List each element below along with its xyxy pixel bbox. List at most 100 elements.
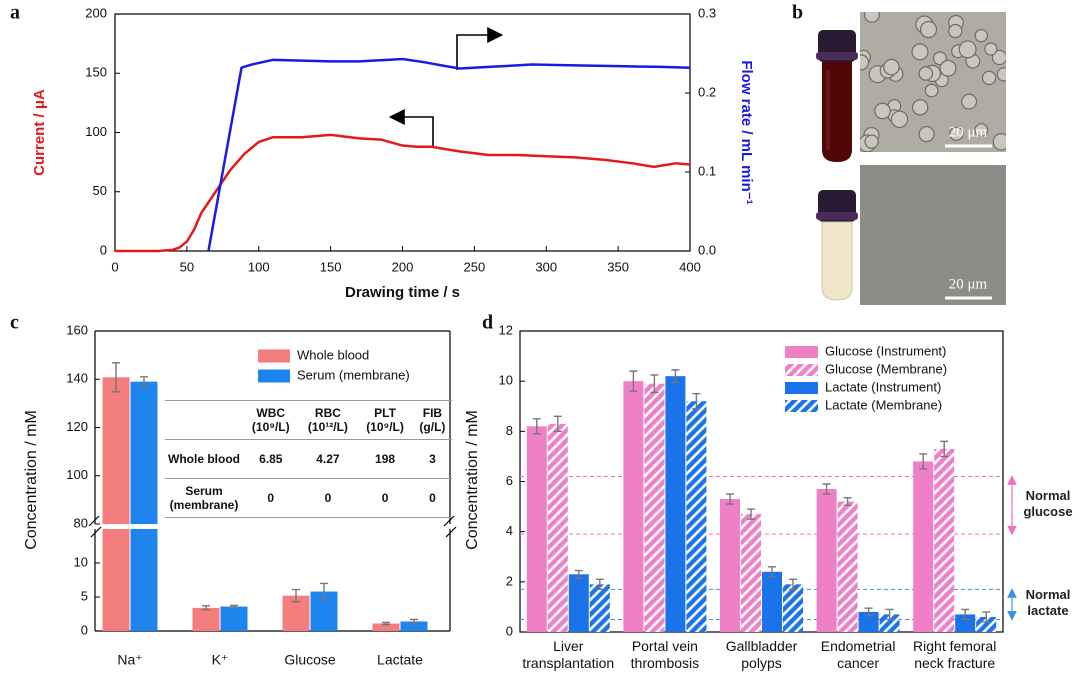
error-bar [692, 393, 701, 410]
cell [984, 42, 998, 56]
x-tick-label: 50 [180, 259, 194, 274]
table-header-cell: FIB (g/L) [412, 400, 452, 440]
column-unit: (g/L) [419, 420, 446, 434]
bar [665, 376, 686, 632]
bar [686, 401, 707, 632]
axis-break [443, 515, 455, 527]
cell [890, 110, 909, 129]
panel-label: c [10, 312, 19, 334]
legend-label: Lactate (Membrane) [825, 397, 942, 412]
bar [400, 621, 428, 631]
vial-tube [821, 221, 853, 301]
column-name: RBC [314, 406, 341, 420]
x-tick-label: Endometrial cancer [820, 638, 896, 671]
y-tick-label: 4 [506, 523, 513, 538]
cell [883, 58, 900, 76]
error-bar [230, 604, 238, 609]
table-header-row: WBC (10⁹/L) RBC (10¹²/L) PLT (10⁹/L) FIB (g/L) [165, 400, 452, 440]
table-corner [165, 400, 243, 440]
bar [526, 426, 547, 632]
y-axis-title: Concentration / mM [464, 410, 481, 550]
scale-label: 20 μm [949, 124, 988, 140]
cell [981, 70, 997, 86]
table-cell: 0 [243, 478, 299, 518]
column-name: WBC [256, 406, 286, 420]
error-bar [410, 618, 418, 625]
legend-swatch [785, 400, 818, 412]
cell [864, 134, 879, 149]
table-cell: 4.27 [298, 439, 358, 479]
x-tick-label: Portal vein thrombosis [630, 638, 700, 671]
x-tick-label: 0 [111, 259, 118, 274]
legend-swatch [785, 382, 818, 394]
error-bar [940, 440, 949, 458]
bar [976, 616, 997, 632]
table-header-cell: PLT (10⁹/L) [357, 400, 413, 440]
error-bar [202, 605, 210, 611]
y2-tick-label: 0.0 [698, 242, 716, 257]
y-tick-label: 0 [506, 623, 513, 638]
table-cell: 6.85 [243, 439, 299, 479]
error-bar [671, 369, 680, 384]
error-bar [292, 588, 300, 603]
axis-arrow [456, 27, 504, 70]
bar [220, 606, 248, 631]
bar [589, 584, 610, 632]
y-axis-title: Concentration / mM [23, 410, 40, 550]
table-row: Serum (membrane) 0 0 0 0 [165, 478, 452, 518]
bar [568, 574, 589, 632]
cell [874, 102, 891, 120]
axis-break [90, 526, 102, 538]
row-label: Serum (membrane) [165, 478, 243, 518]
y-tick-label: 10 [74, 554, 88, 569]
vial-cap [816, 212, 858, 220]
column-name: PLT [374, 406, 396, 420]
cell [974, 28, 988, 43]
y-tick-label: 10 [499, 373, 513, 388]
column-unit: (10¹²/L) [307, 420, 348, 434]
bar [858, 611, 879, 632]
cell [949, 126, 964, 141]
axis-break [88, 515, 100, 527]
legend-swatch [258, 349, 290, 363]
legend-swatch [785, 364, 818, 376]
cell [911, 99, 929, 116]
bar [547, 423, 568, 632]
x-tick-label: Right femoral neck fracture [913, 638, 997, 671]
error-bar [982, 611, 991, 623]
reference-label: Normal lactate [1025, 587, 1071, 619]
legend-swatch [785, 346, 818, 358]
cell [918, 126, 935, 143]
panel-label: b [792, 2, 803, 24]
error-bar [650, 374, 659, 394]
table-cell: 3 [412, 439, 452, 479]
cells [860, 12, 1006, 152]
axis-arrow [388, 109, 434, 148]
legend-swatch [258, 369, 290, 383]
cell [961, 93, 978, 110]
bar [644, 383, 665, 632]
bar [741, 514, 761, 632]
y-tick-label: 140 [66, 371, 88, 386]
y-tick-label: 100 [85, 124, 107, 139]
error-bar [140, 376, 148, 388]
table-cell: 0 [357, 478, 413, 518]
cell [996, 67, 1006, 82]
y-tick-label: 50 [93, 183, 107, 198]
column-unit: (10⁹/L) [251, 420, 290, 434]
bar [783, 584, 803, 632]
x-tick-label: Gallbladder polyps [725, 638, 798, 671]
cell [911, 43, 929, 61]
error-bar [822, 483, 831, 495]
bar [837, 501, 858, 632]
y-tick-label: 0 [81, 622, 88, 637]
error-bar [747, 508, 755, 520]
scale-label: 20 μm [949, 276, 988, 292]
cell [974, 123, 989, 138]
legend-label: Serum (membrane) [297, 367, 410, 382]
legend-label: Whole blood [297, 347, 369, 362]
table-header-cell: RBC (10¹²/L) [298, 400, 358, 440]
cell [939, 59, 957, 77]
